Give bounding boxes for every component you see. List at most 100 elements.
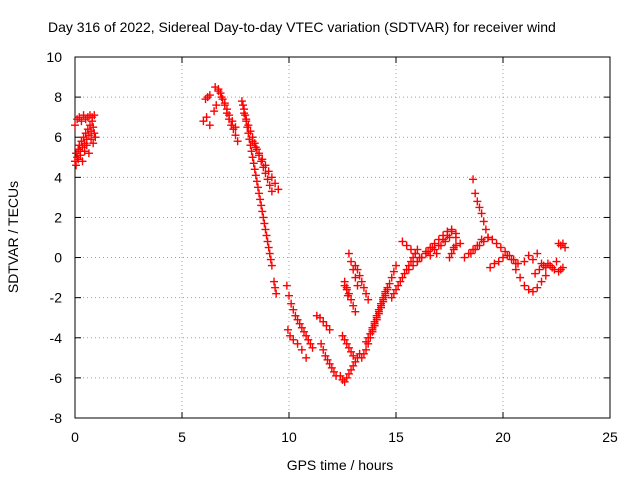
data-point [439, 231, 448, 240]
data-point [222, 105, 231, 114]
data-point [261, 225, 270, 234]
data-point [344, 343, 353, 352]
data-point [357, 277, 366, 286]
data-point [259, 213, 268, 222]
data-point [488, 235, 497, 244]
data-point [77, 117, 86, 126]
data-point [240, 109, 249, 118]
data-point [265, 181, 274, 190]
data-point [299, 327, 308, 336]
data-point [304, 335, 313, 344]
data-point [364, 295, 373, 304]
data-point [241, 111, 250, 120]
data-point [379, 295, 388, 304]
data-point [464, 249, 473, 258]
y-tick-label: -2 [50, 290, 63, 306]
data-point [475, 203, 484, 212]
data-point [260, 219, 269, 228]
data-point [456, 239, 465, 248]
data-point [248, 153, 257, 162]
data-point [392, 285, 400, 294]
data-point [387, 293, 396, 302]
data-point [89, 139, 98, 148]
data-point [291, 311, 300, 320]
data-point [199, 117, 208, 126]
data-point [524, 251, 533, 260]
y-axis-label: SDTVAR / TECUs [5, 181, 21, 293]
data-point [340, 335, 349, 344]
data-point [295, 319, 304, 328]
data-point [347, 295, 356, 304]
data-point [556, 265, 565, 274]
data-point [343, 291, 352, 300]
data-point [257, 201, 266, 210]
data-point [289, 305, 298, 314]
data-point [411, 249, 420, 258]
data-point [434, 235, 443, 244]
data-point [409, 261, 418, 270]
data-point [75, 113, 84, 122]
data-point [72, 149, 81, 158]
data-point [520, 281, 529, 290]
data-point [389, 289, 398, 298]
data-point [364, 333, 373, 342]
data-point [558, 239, 567, 248]
data-point [372, 313, 381, 322]
data-point [286, 331, 295, 340]
data-point [351, 273, 360, 282]
data-point [351, 307, 360, 316]
x-tick-labels: 0 5 10 15 20 25 [71, 429, 618, 445]
data-point [227, 121, 236, 130]
data-point [263, 175, 272, 184]
data-point [212, 101, 221, 110]
data-point [272, 289, 281, 298]
data-point [306, 339, 315, 348]
data-point [428, 243, 437, 252]
data-point [231, 131, 240, 140]
data-point [353, 281, 362, 290]
data-point [490, 259, 499, 268]
data-point [349, 351, 358, 360]
data-point [317, 339, 326, 348]
data-point [205, 91, 214, 100]
data-point [270, 277, 279, 286]
data-point [340, 281, 349, 290]
data-point [244, 121, 253, 130]
data-point [543, 259, 552, 268]
data-point [238, 101, 247, 110]
data-point [283, 325, 292, 334]
data-point [78, 143, 87, 152]
data-point [233, 137, 242, 146]
data-point [228, 117, 237, 126]
data-point [266, 255, 275, 264]
data-point [264, 167, 273, 176]
data-point [342, 339, 351, 348]
data-point [469, 175, 478, 184]
data-point [271, 283, 280, 292]
data-point [325, 359, 334, 368]
data-point [486, 263, 495, 272]
x-axis-label: GPS time / hours [287, 457, 394, 473]
data-point [338, 331, 347, 340]
data-point [251, 171, 260, 180]
data-point [327, 363, 336, 372]
data-point [329, 367, 338, 376]
data-point [246, 127, 255, 136]
data-point [473, 241, 482, 250]
x-tick-label: 25 [602, 429, 618, 445]
data-point [362, 337, 371, 346]
data-point [347, 257, 356, 266]
data-point [389, 267, 398, 276]
data-point [477, 209, 486, 218]
data-point [353, 265, 362, 274]
x-tick-label: 0 [71, 429, 79, 445]
data-point [251, 143, 260, 152]
x-tick-label: 15 [388, 429, 404, 445]
data-points [71, 83, 570, 386]
y-tick-label: 4 [54, 169, 62, 185]
data-point [511, 265, 520, 274]
data-point [342, 285, 351, 294]
data-point [89, 123, 98, 132]
data-point [473, 197, 482, 206]
